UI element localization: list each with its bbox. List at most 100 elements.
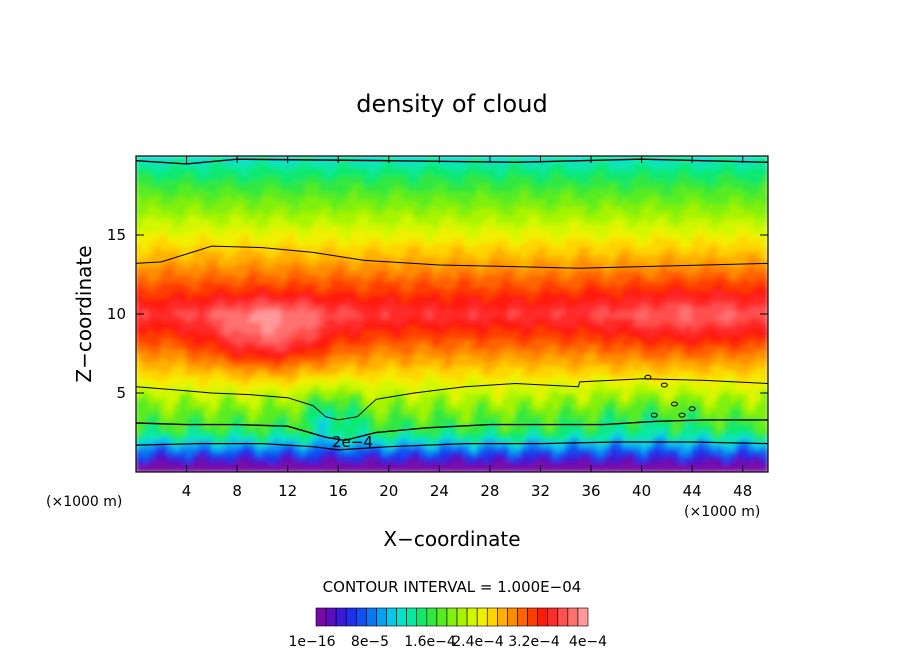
density-cell: [362, 159, 371, 165]
density-cell: [419, 329, 428, 335]
density-cell: [445, 400, 453, 406]
density-cell: [369, 250, 377, 256]
density-cell: [185, 190, 194, 197]
density-cell: [198, 408, 207, 414]
density-cell: [527, 467, 535, 472]
density-cell: [179, 329, 188, 335]
density-cell: [369, 412, 377, 418]
density-cell: [148, 337, 156, 343]
density-cell: [337, 269, 346, 276]
density-cell: [148, 301, 156, 307]
density-cell: [381, 333, 390, 339]
density-cell: [350, 392, 358, 398]
density-cell: [217, 372, 226, 378]
density-cell: [381, 301, 390, 307]
density-cell: [514, 384, 523, 390]
density-cell: [400, 190, 409, 197]
density-cell: [388, 400, 396, 406]
density-cell: [185, 218, 194, 224]
density-cell: [179, 420, 188, 426]
density-cell: [274, 325, 282, 331]
density-cell: [457, 447, 466, 453]
density-cell: [173, 289, 181, 295]
density-cell: [318, 159, 327, 165]
density-cell: [388, 163, 396, 169]
density-cell: [160, 273, 169, 280]
density-cell: [136, 364, 143, 370]
density-cell: [179, 364, 188, 370]
density-cell: [483, 297, 491, 303]
density-cell: [167, 163, 175, 169]
density-cell: [136, 210, 143, 216]
density-cell: [217, 467, 226, 472]
density-cell: [337, 400, 346, 406]
density-cell: [293, 313, 301, 319]
density-cell: [299, 281, 308, 287]
density-cell: [369, 218, 377, 224]
density-cell: [514, 234, 523, 240]
density-cell: [242, 250, 251, 256]
density-cell: [167, 368, 175, 374]
density-cell: [325, 218, 333, 224]
density-cell: [375, 352, 384, 359]
density-cell: [230, 156, 238, 161]
density-cell: [223, 214, 232, 220]
density-cell: [489, 234, 497, 240]
density-cell: [457, 443, 466, 449]
density-cell: [261, 447, 270, 453]
density-cell: [318, 210, 327, 216]
density-cell: [242, 167, 251, 173]
density-cell: [451, 360, 459, 366]
density-cell: [242, 159, 251, 165]
density-cell: [318, 218, 327, 224]
density-cell: [451, 333, 459, 339]
density-cell: [287, 325, 295, 331]
density-cell: [299, 266, 308, 272]
density-cell: [407, 273, 415, 280]
density-cell: [508, 187, 516, 193]
density-cell: [369, 202, 377, 208]
density-cell: [495, 187, 504, 193]
density-cell: [508, 400, 516, 406]
density-cell: [255, 187, 263, 193]
density-cell: [464, 431, 472, 438]
density-cell: [160, 277, 169, 283]
density-cell: [192, 396, 200, 402]
density-cell: [318, 380, 327, 386]
density-cell: [438, 266, 447, 272]
density-cell: [293, 439, 301, 445]
density-cell: [249, 451, 257, 457]
density-cell: [343, 431, 352, 438]
density-cell: [388, 175, 396, 181]
density-cell: [501, 242, 510, 248]
density-cell: [299, 380, 308, 386]
density-cell: [173, 266, 181, 272]
density-cell: [160, 392, 169, 398]
density-cell: [261, 388, 270, 394]
density-cell: [350, 159, 358, 165]
density-cell: [464, 218, 472, 224]
density-cell: [136, 368, 143, 374]
density-cell: [268, 281, 276, 287]
density-cell: [470, 376, 478, 382]
density-cell: [293, 400, 301, 406]
density-cell: [136, 218, 143, 224]
density-cell: [211, 416, 219, 422]
density-cell: [388, 194, 396, 201]
density-cell: [167, 194, 175, 201]
density-cell: [299, 447, 308, 453]
density-cell: [136, 190, 143, 197]
density-cell: [179, 443, 188, 449]
density-cell: [381, 463, 390, 469]
density-cell: [337, 467, 346, 472]
density-cell: [179, 463, 188, 469]
density-cell: [173, 156, 181, 161]
density-cell: [381, 321, 390, 327]
density-cell: [299, 262, 308, 268]
density-cell: [331, 163, 339, 169]
density-cell: [489, 222, 497, 228]
density-cell: [318, 297, 327, 303]
density-cell: [192, 388, 200, 394]
density-cell: [255, 352, 263, 359]
density-cell: [160, 313, 169, 319]
